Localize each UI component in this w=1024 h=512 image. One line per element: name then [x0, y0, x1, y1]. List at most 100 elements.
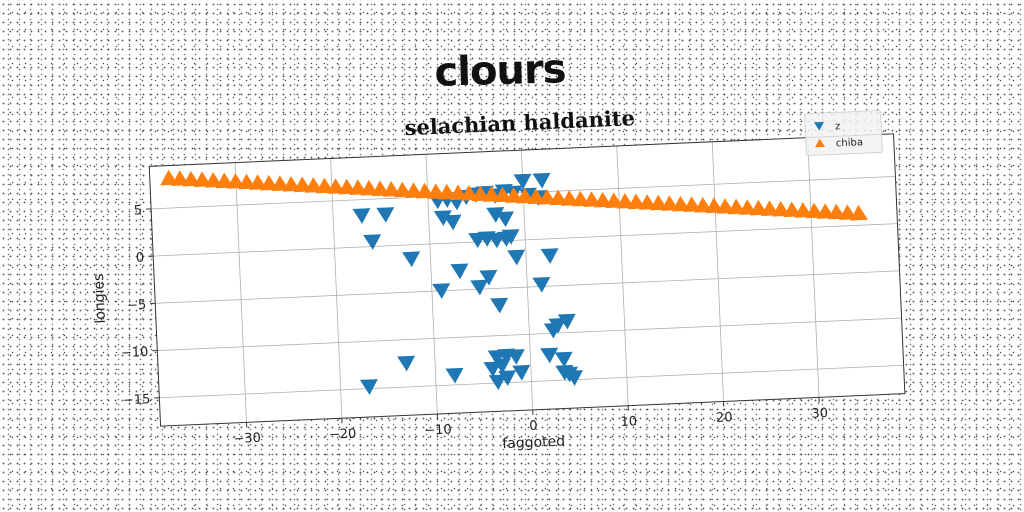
scatter-point-chiba	[616, 192, 635, 209]
legend-label: chiba	[836, 137, 864, 149]
scatter-point-z	[557, 313, 576, 330]
scatter-point-chiba	[549, 189, 568, 206]
scatter-point-chiba	[249, 174, 268, 190]
scatter-point-z	[565, 370, 584, 386]
scatter-point-chiba	[727, 198, 746, 215]
scatter-point-chiba	[226, 173, 245, 189]
scatter-point-chiba	[583, 191, 602, 207]
legend-label: z	[835, 121, 841, 132]
scatter-point-z	[495, 211, 514, 228]
y-grid-line	[153, 223, 898, 257]
scatter-point-z	[513, 173, 532, 190]
x-tick-label: −10	[424, 422, 452, 438]
scatter-point-chiba	[293, 176, 312, 193]
scatter-point-chiba	[627, 193, 646, 210]
y-axis-label: longies	[91, 273, 109, 324]
y-grid-line	[157, 317, 902, 351]
scatter-point-chiba	[527, 188, 546, 205]
y-grid-line	[155, 270, 900, 304]
scatter-point-chiba	[516, 187, 535, 204]
scatter-point-z	[540, 248, 559, 264]
scatter-point-chiba	[438, 183, 457, 200]
y-tick-label: −15	[123, 392, 151, 408]
legend: z chiba	[804, 110, 883, 156]
legend-box	[804, 110, 883, 156]
y-grid-line	[159, 364, 904, 399]
scatter-point-z	[402, 251, 421, 268]
y-tick-label: 5	[134, 203, 143, 218]
scatter-point-z	[479, 269, 498, 286]
scatter-point-z	[492, 358, 511, 374]
x-grid-line	[330, 158, 343, 419]
scatter-point-z	[512, 364, 531, 381]
scatter-point-chiba	[694, 196, 713, 213]
scatter-point-chiba	[460, 185, 479, 201]
scatter-point-chiba	[638, 194, 657, 210]
scatter-point-chiba	[271, 175, 290, 192]
scatter-point-chiba	[794, 202, 813, 218]
scatter-point-chiba	[260, 174, 279, 191]
scatter-point-chiba	[282, 175, 301, 192]
scatter-point-chiba	[716, 198, 735, 214]
axes-group: selachian haldanite −30 −20 −10 0 10 20 30 50−…	[91, 105, 906, 452]
x-tick-label: 10	[620, 414, 637, 430]
scatter-point-z	[359, 379, 378, 395]
scatter-point-chiba	[304, 177, 323, 193]
scatter-point-chiba	[649, 194, 668, 211]
y-tick-label: −5	[127, 298, 147, 314]
y-tick-label: 0	[136, 250, 145, 265]
scatter-point-z	[445, 367, 464, 384]
x-grid-line	[711, 141, 724, 402]
y-ticks: 5 0 −5 −10 −15	[121, 203, 160, 408]
scatter-point-chiba	[393, 181, 412, 198]
scatter-point-z	[470, 279, 489, 296]
chart-suptitle: clours	[434, 46, 566, 95]
x-axis-label: faggoted	[502, 433, 565, 452]
scatter-point-z	[506, 349, 525, 365]
scatter-point-chiba	[238, 173, 257, 190]
scatter-point-chiba	[672, 195, 691, 212]
scatter-point-chiba	[605, 192, 624, 209]
scatter-point-z	[363, 234, 382, 250]
scatter-point-z	[498, 370, 517, 386]
scatter-point-chiba	[594, 191, 613, 208]
scatter-point-z	[554, 351, 573, 368]
scatter-point-chiba	[482, 186, 501, 202]
scatter-point-chiba	[404, 182, 423, 198]
scatter-point-chiba	[571, 190, 590, 207]
scatter-point-z	[490, 297, 509, 314]
scatter-point-chiba	[749, 199, 768, 216]
scatter-point-z	[397, 355, 416, 372]
x-tick-label: 0	[529, 419, 538, 434]
scatter-point-chiba	[772, 200, 791, 217]
scatter-point-z	[433, 210, 452, 226]
x-grid-line	[616, 145, 629, 406]
x-ticks: −30 −20 −10 0 10 20 30	[233, 397, 828, 447]
legend-marker	[813, 121, 824, 131]
scatter-point-chiba	[827, 203, 846, 220]
scatter-point-chiba	[382, 181, 401, 197]
scatter-point-chiba	[783, 201, 802, 218]
chart-title: selachian haldanite	[404, 105, 635, 140]
scatter-point-chiba	[838, 204, 857, 221]
scatter-point-chiba	[327, 178, 346, 194]
scatter-point-z	[376, 207, 395, 223]
scatter-point-chiba	[705, 197, 724, 214]
x-tick-label: −30	[233, 431, 261, 447]
scatter-point-chiba	[160, 169, 179, 186]
scatter-point-chiba	[471, 185, 490, 202]
scatter-point-chiba	[193, 171, 212, 188]
scatter-point-z	[443, 214, 462, 231]
scatter-point-z	[540, 347, 559, 364]
scatter-point-z	[532, 172, 551, 189]
scatter-point-z	[532, 276, 551, 293]
scatter-point-chiba	[505, 187, 524, 203]
x-grid-line	[807, 137, 820, 398]
y-tick-label: −10	[121, 345, 149, 361]
scatter-point-chiba	[850, 204, 869, 221]
scatter-point-z	[352, 208, 371, 224]
x-tick-label: 30	[811, 406, 828, 422]
scatter-point-chiba	[683, 196, 702, 213]
scatter-point-chiba	[660, 195, 679, 211]
